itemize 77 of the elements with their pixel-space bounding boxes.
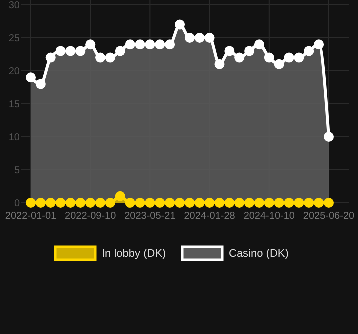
point (224, 46, 235, 56)
x-tick-label: 2024-01-28 (184, 211, 236, 222)
point (26, 198, 36, 208)
point (324, 198, 334, 208)
y-tick-label: 0 (14, 198, 20, 210)
x-tick-label: 2022-09-10 (65, 211, 117, 222)
point (254, 40, 264, 50)
point (224, 198, 235, 208)
point (165, 198, 176, 208)
point (304, 198, 314, 208)
y-tick-label: 25 (8, 34, 20, 44)
point (214, 198, 225, 208)
point (135, 40, 146, 50)
point (115, 191, 126, 202)
point (304, 46, 314, 56)
point (175, 198, 185, 208)
point (175, 20, 185, 30)
point (274, 59, 284, 70)
y-tick-label: 10 (8, 132, 20, 144)
y-tick-label: 5 (14, 166, 20, 176)
point (26, 72, 36, 83)
point (194, 33, 205, 43)
point (324, 132, 334, 142)
point (184, 33, 195, 43)
point (105, 198, 116, 208)
point (314, 198, 324, 208)
point (125, 40, 136, 50)
x-tick-label: 2023-05-21 (124, 211, 176, 222)
point (244, 198, 255, 208)
point (76, 198, 86, 208)
point (254, 198, 264, 208)
x-tick-label: 2024-10-10 (244, 211, 296, 222)
point (314, 40, 324, 50)
point (284, 52, 294, 63)
y-tick-label: 15 (8, 100, 20, 110)
point (96, 52, 106, 63)
point (66, 46, 76, 56)
point (184, 198, 195, 208)
point (86, 198, 96, 208)
point (105, 52, 116, 63)
point (155, 40, 166, 50)
point (46, 52, 56, 63)
point (96, 198, 106, 208)
point (204, 33, 215, 43)
point (264, 198, 274, 208)
point (155, 198, 166, 208)
point (36, 79, 46, 90)
point (56, 198, 66, 208)
point (86, 40, 96, 50)
point (294, 198, 304, 208)
point (264, 52, 274, 63)
point (214, 59, 225, 70)
point (46, 198, 56, 208)
point (234, 198, 245, 208)
point (234, 52, 245, 63)
point (294, 52, 304, 63)
point (115, 46, 126, 56)
point (284, 198, 294, 208)
x-tick-label: 2022-01-01 (5, 211, 58, 222)
point (145, 40, 156, 50)
point (125, 198, 136, 208)
point (244, 46, 255, 56)
y-tick-label: 30 (8, 0, 20, 12)
point (165, 40, 176, 50)
point (204, 198, 215, 208)
y-tick-label: 20 (8, 66, 20, 78)
legend-label: In lobby (DK) (102, 248, 166, 260)
point (66, 198, 76, 208)
point (145, 198, 156, 208)
point (76, 46, 86, 56)
point (274, 198, 284, 208)
point (135, 198, 146, 208)
point (56, 46, 66, 56)
x-tick-label: 2025-06-20 (303, 211, 356, 222)
point (36, 198, 46, 208)
point (194, 198, 205, 208)
legend-label: Casino (DK) (229, 248, 289, 260)
